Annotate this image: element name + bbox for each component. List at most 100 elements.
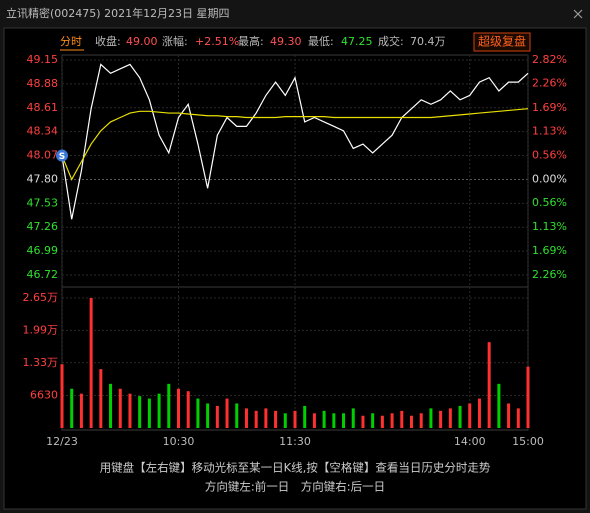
x-tick-label: 11:30 bbox=[279, 435, 311, 448]
volume-bar bbox=[361, 415, 365, 428]
stat-value: 70.4万 bbox=[410, 35, 446, 48]
volume-bar bbox=[89, 298, 93, 428]
volume-bar bbox=[458, 405, 462, 428]
signal-label: S bbox=[59, 152, 65, 162]
volume-bar bbox=[526, 366, 530, 428]
volume-bar bbox=[215, 405, 219, 428]
volume-bar bbox=[99, 369, 103, 428]
volume-bar bbox=[293, 410, 297, 428]
signal-marker bbox=[56, 149, 68, 162]
stat-value: +2.51% bbox=[195, 35, 239, 48]
x-tick-label: 12/23 bbox=[46, 435, 78, 448]
volume-bar bbox=[400, 410, 404, 428]
volume-bar bbox=[322, 410, 326, 428]
y2-tick-label: 2.26% bbox=[532, 77, 567, 90]
volume-bar bbox=[157, 393, 161, 428]
stat-value: 49.30 bbox=[270, 35, 302, 48]
volume-bar bbox=[109, 383, 113, 428]
volume-bar bbox=[448, 408, 452, 428]
stat-value: 49.00 bbox=[126, 35, 158, 48]
volume-bar bbox=[380, 415, 384, 428]
volume-bar bbox=[283, 413, 287, 428]
volume-bar bbox=[390, 413, 394, 428]
y-tick-label: 48.88 bbox=[27, 77, 59, 90]
button-box[interactable] bbox=[473, 32, 531, 52]
y2-tick-label: 1.13% bbox=[532, 220, 567, 233]
footer-hint: 用键盘【左右键】移动光标至某一日K线,按【空格键】查看当日历史分时走势 bbox=[100, 461, 491, 475]
volume-tick-label: 1.99万 bbox=[23, 323, 59, 336]
y2-tick-label: 0.56% bbox=[532, 196, 567, 209]
y-tick-label: 46.72 bbox=[27, 268, 59, 281]
volume-bar bbox=[312, 413, 316, 428]
y2-tick-label: 1.69% bbox=[532, 244, 567, 257]
y-tick-label: 48.61 bbox=[27, 101, 59, 114]
volume-bar bbox=[70, 388, 74, 428]
volume-bar bbox=[332, 413, 336, 428]
price-line bbox=[61, 63, 529, 220]
y-tick-label: 47.53 bbox=[27, 196, 59, 209]
volume-bar bbox=[206, 403, 210, 428]
volume-bar bbox=[477, 398, 481, 428]
volume-bar bbox=[487, 342, 491, 428]
x-tick-label: 15:00 bbox=[512, 435, 544, 448]
window-title: 立讯精密(002475) 2021年12月23日 星期四 bbox=[6, 6, 230, 20]
stat-label: 最低: bbox=[308, 35, 334, 48]
volume-bar bbox=[342, 413, 346, 428]
volume-bar bbox=[196, 398, 200, 428]
x-tick-label: 10:30 bbox=[163, 435, 195, 448]
volume-bar bbox=[118, 388, 122, 428]
stat-label: 成交: bbox=[378, 34, 404, 48]
volume-bar bbox=[254, 410, 258, 428]
volume-bar bbox=[235, 403, 239, 428]
volume-bar bbox=[419, 413, 423, 428]
price-line bbox=[61, 108, 529, 181]
volume-bar bbox=[186, 391, 190, 428]
footer-hint: 方向键左:前一日 方向键右:后一日 bbox=[205, 480, 385, 494]
volume-bar bbox=[167, 383, 171, 428]
volume-bar bbox=[274, 410, 278, 428]
close-button[interactable] bbox=[573, 9, 583, 19]
volume-bar bbox=[507, 403, 511, 428]
volume-bar bbox=[468, 403, 472, 428]
y-tick-label: 47.80 bbox=[27, 172, 59, 185]
y2-tick-label: 2.82% bbox=[532, 53, 567, 66]
y-tick-label: 46.99 bbox=[27, 244, 59, 257]
volume-bar bbox=[371, 413, 375, 428]
stat-value: 47.25 bbox=[341, 35, 373, 48]
volume-tick-label: 1.33万 bbox=[23, 356, 59, 369]
volume-tick-label: 2.65万 bbox=[23, 291, 59, 304]
y-tick-label: 48.34 bbox=[27, 125, 59, 138]
y2-tick-label: 2.26% bbox=[532, 268, 567, 281]
volume-tick-label: 6630 bbox=[30, 388, 58, 401]
y2-tick-label: 0.00% bbox=[532, 172, 567, 185]
y2-tick-label: 1.13% bbox=[532, 125, 567, 138]
stat-label: 收盘: bbox=[95, 34, 121, 48]
volume-bar bbox=[244, 408, 248, 428]
volume-bar bbox=[138, 396, 142, 428]
volume-bar bbox=[60, 364, 64, 428]
volume-bar bbox=[225, 398, 229, 428]
volume-bar bbox=[147, 398, 151, 428]
y-tick-label: 48.07 bbox=[27, 149, 59, 162]
volume-bar bbox=[264, 408, 268, 428]
volume-bar bbox=[497, 383, 501, 428]
volume-bar bbox=[303, 405, 307, 428]
x-tick-label: 14:00 bbox=[454, 435, 486, 448]
volume-bar bbox=[351, 408, 355, 428]
y-tick-label: 47.26 bbox=[27, 220, 59, 233]
volume-bar bbox=[410, 415, 413, 428]
volume-bar bbox=[429, 408, 433, 428]
y2-tick-label: 1.69% bbox=[532, 101, 567, 114]
volume-bar bbox=[128, 393, 132, 428]
y-tick-label: 49.15 bbox=[27, 53, 59, 66]
stat-label: 涨幅: bbox=[162, 35, 188, 48]
volume-bar bbox=[516, 408, 520, 428]
y2-tick-label: 0.56% bbox=[532, 149, 567, 162]
stat-label: 最高: bbox=[238, 34, 264, 48]
tab[interactable]: 分时 bbox=[60, 35, 82, 48]
button[interactable]: 超级复盘 bbox=[478, 34, 526, 49]
volume-bar bbox=[177, 388, 180, 428]
volume-bar bbox=[79, 393, 83, 428]
